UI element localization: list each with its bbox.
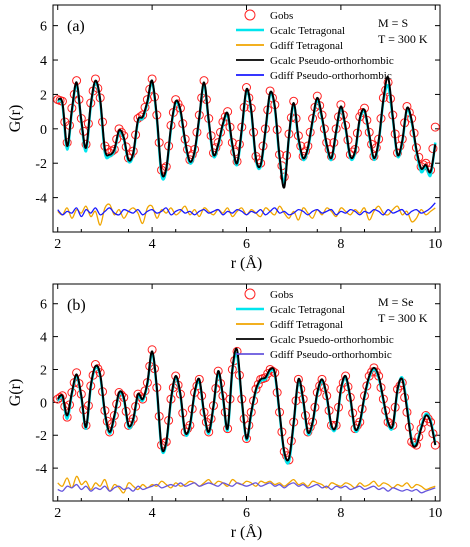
y-tick-label: -4 xyxy=(35,462,47,477)
x-tick-label: 10 xyxy=(428,237,442,252)
legend-item: Gdiff Pseudo-orthorhombic xyxy=(236,70,392,82)
gobs-point xyxy=(105,427,115,437)
legend-item: Gcalc Pseudo-orthorhombic xyxy=(236,55,394,67)
legend-item: Gdiff Tetragonal xyxy=(236,40,343,52)
y-tick-label: -2 xyxy=(35,157,47,172)
series-gcalc_po xyxy=(56,347,437,462)
y-tick-label: -4 xyxy=(35,192,47,207)
annotation-temperature: T = 300 K xyxy=(378,311,428,325)
legend-marker xyxy=(244,288,256,300)
series-line-gdiff_po xyxy=(57,202,436,218)
gobs-point xyxy=(430,122,440,132)
series-gdiff_po xyxy=(57,202,436,218)
legend-item: Gobs xyxy=(244,9,293,22)
panel-label: (b) xyxy=(67,297,86,314)
legend-item: Gcalc Psuedo-orthorhombic xyxy=(236,334,394,346)
gobs-point xyxy=(317,374,327,384)
panel-b: 2 4 6 8 10 -4 -2 0 2 4 6 r (Å) G(r) (b) M = Se T = 300 … xyxy=(7,283,442,541)
legend-item: Gcalc Tetragonal xyxy=(236,304,345,316)
series-line-gcalc_tet xyxy=(56,81,437,184)
x-axis-label: r (Å) xyxy=(231,254,263,272)
legend: Gobs Gcalc Tetragonal Gdiff Tetragonal Gcal… xyxy=(236,9,394,82)
gobs-point xyxy=(55,392,65,402)
x-tick-label: 8 xyxy=(337,506,344,521)
legend-label: Gdiff Pseudo-orthorhombic xyxy=(270,349,392,361)
legend: Gobs Gcalc Tetragonal Gdiff Tetragonal Gcal… xyxy=(236,288,394,361)
series-gcalc_tet xyxy=(56,351,437,465)
gobs-point xyxy=(204,427,214,437)
x-tick-label: 6 xyxy=(243,237,250,252)
legend-marker xyxy=(244,9,256,21)
plot-area xyxy=(53,345,440,494)
x-tick-label: 6 xyxy=(243,506,250,521)
series-line-gdiff_po xyxy=(57,482,436,494)
x-tick-label: 10 xyxy=(428,506,442,521)
legend-label: Gcalc Psuedo-orthorhombic xyxy=(270,334,394,346)
series-line-gcalc_po xyxy=(57,75,437,189)
legend-label: Gcalc Pseudo-orthorhombic xyxy=(270,55,394,67)
y-tick-label: 0 xyxy=(40,396,47,411)
series-gcalc_po xyxy=(57,75,437,189)
x-tick-label: 2 xyxy=(54,237,61,252)
y-tick-label: 6 xyxy=(40,298,47,313)
series-gobs xyxy=(53,345,440,465)
y-tick-label: 2 xyxy=(40,363,47,378)
series-line-gcalc_po xyxy=(56,347,437,462)
y-tick-label: 2 xyxy=(40,88,47,103)
legend-label: Gcalc Tetragonal xyxy=(270,304,345,316)
y-tick-label: 4 xyxy=(40,54,47,69)
legend-label: Gobs xyxy=(270,289,293,301)
series-gdiff_tet xyxy=(57,475,436,494)
legend-item: Gcalc Tetragonal xyxy=(236,25,345,37)
gobs-point xyxy=(62,412,72,422)
annotation-material: M = S xyxy=(378,16,408,30)
x-tick-label: 4 xyxy=(149,506,156,521)
legend-item: Gdiff Tetragonal xyxy=(236,319,343,331)
legend-item: Gobs xyxy=(244,288,293,301)
y-axis-label: G(r) xyxy=(7,379,24,407)
legend-item: Gdiff Pseudo-orthorhombic xyxy=(236,349,392,361)
legend-label: Gdiff Pseudo-orthorhombic xyxy=(270,70,392,82)
legend-label: Gdiff Tetragonal xyxy=(270,40,343,52)
annotation-temperature: T = 300 K xyxy=(378,32,428,46)
series-line-gdiff_tet xyxy=(57,475,436,494)
x-tick-label: 8 xyxy=(337,237,344,252)
legend-label: Gobs xyxy=(270,10,293,22)
series-gcalc_tet xyxy=(56,81,437,184)
annotation-material: M = Se xyxy=(378,295,413,309)
series-gdiff_po xyxy=(57,482,436,494)
legend-label: Gcalc Tetragonal xyxy=(270,25,345,37)
plot-area xyxy=(53,74,440,226)
gobs-point xyxy=(138,394,148,404)
y-tick-label: 6 xyxy=(40,20,47,35)
gobs-point xyxy=(253,379,263,389)
y-axis-label: G(r) xyxy=(7,105,24,133)
legend-label: Gdiff Tetragonal xyxy=(270,319,343,331)
x-axis-label: r (Å) xyxy=(231,523,263,541)
x-tick-label: 2 xyxy=(54,506,61,521)
panel-a: 2 4 6 8 10 -4 -2 0 2 4 6 r (Å) G(r) (a) M = S T = 300 K… xyxy=(7,4,442,272)
y-tick-label: -2 xyxy=(35,429,47,444)
x-tick-label: 4 xyxy=(149,237,156,252)
panel-label: (a) xyxy=(67,18,85,35)
y-tick-label: 4 xyxy=(40,331,47,346)
y-tick-label: 0 xyxy=(40,123,47,138)
series-line-gcalc_tet xyxy=(56,351,437,465)
